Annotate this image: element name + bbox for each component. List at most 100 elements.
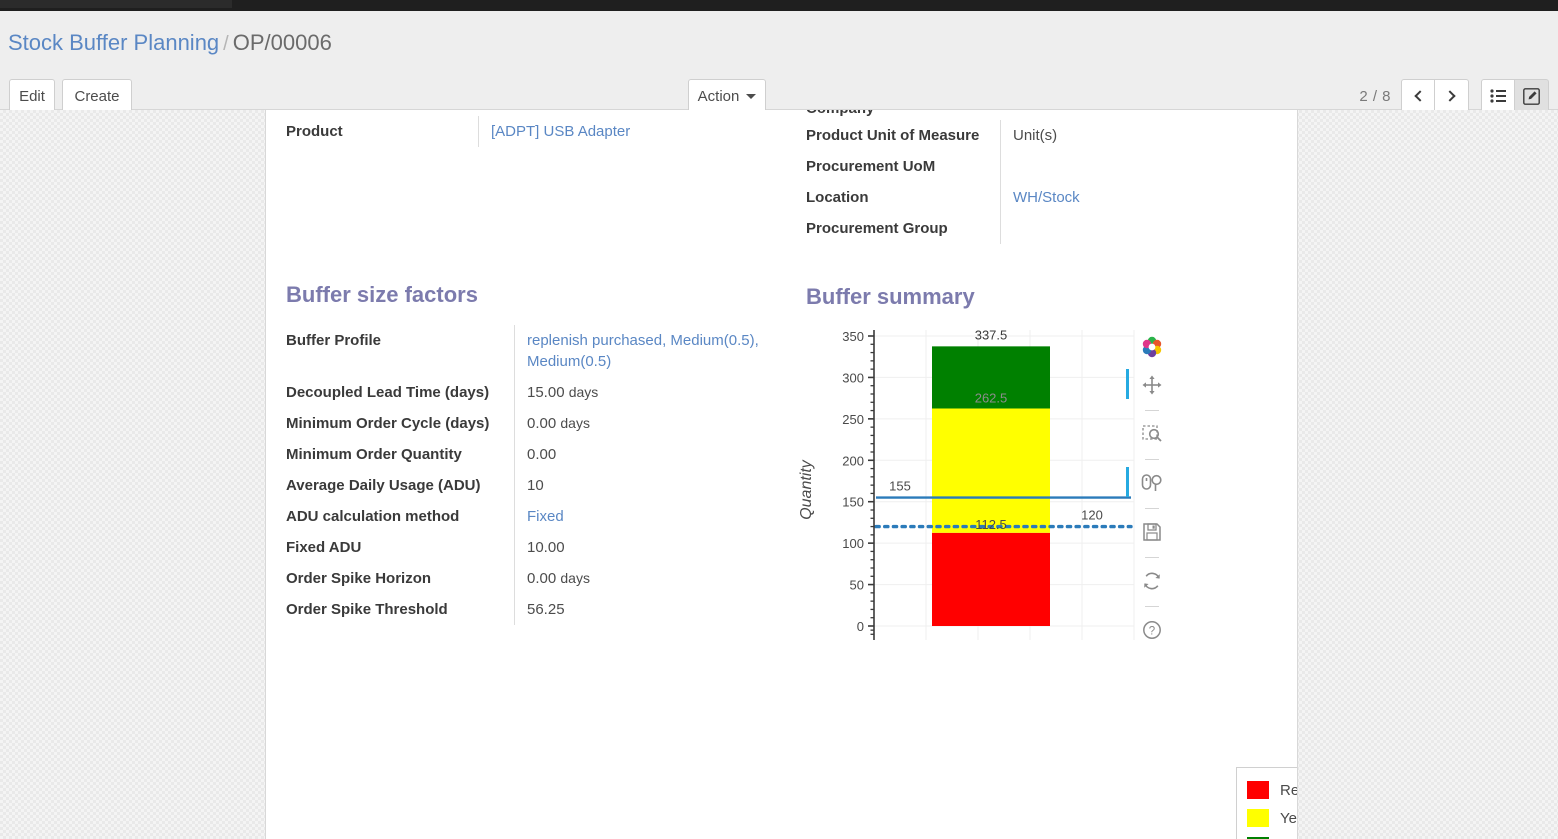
buffer-profile-link[interactable]: replenish purchased, Medium(0.5), Medium… [527,332,759,370]
breadcrumb-current-record: OP/00006 [232,30,332,55]
box-zoom-tool-button[interactable] [1137,419,1167,449]
box-zoom-icon [1142,425,1162,442]
previous-record-button[interactable] [1401,79,1435,113]
form-view-button[interactable] [1515,79,1549,113]
order-spike-horizon-number: 0.00 [527,570,557,587]
decoupled-lead-time-unit: days [568,384,599,400]
svg-text:150: 150 [842,495,864,510]
field-label-decoupled-lead-time: Decoupled Lead Time (days) [286,384,490,401]
pan-icon [1142,375,1162,395]
svg-text:0: 0 [857,619,864,634]
field-label-product: Product [286,123,343,140]
chart-y-axis: 0 50 100 150 200 250 300 350 [842,329,875,640]
pan-tool-active-indicator [1126,369,1129,399]
bokeh-plot-canvas[interactable]: 0 50 100 150 200 250 300 350 337.5 262.5 112.5 155… [804,320,1154,665]
reset-tool-button[interactable] [1137,566,1167,596]
help-tool-button[interactable]: ? [1137,615,1167,645]
decoupled-lead-time-number: 15.00 [527,384,565,401]
save-icon [1143,523,1161,541]
toolbar-separator-4 [1145,557,1159,558]
field-value-decoupled-lead-time: 15.00 days [514,377,796,408]
minimum-order-cycle-number: 0.00 [527,415,557,432]
toolbar-separator-1 [1145,410,1159,411]
field-label-minimum-order-cycle: Minimum Order Cycle (days) [286,415,490,432]
field-label-product-uom: Product Unit of Measure [806,127,980,144]
svg-text:155: 155 [889,479,911,494]
edit-button[interactable]: Edit [9,79,55,113]
list-view-icon [1490,89,1506,103]
field-row-buffer-profile: Buffer Profile replenish purchased, Medi… [286,325,796,377]
field-row-average-daily-usage: Average Daily Usage (ADU) 10 [286,470,796,501]
field-label-average-daily-usage: Average Daily Usage (ADU) [286,477,481,494]
svg-text:262.5: 262.5 [975,391,1008,406]
field-row-decoupled-lead-time: Decoupled Lead Time (days) 15.00 days [286,377,796,408]
toolbar-separator-2 [1145,459,1159,460]
chart-legend: Red zone Yellow zone Green zone Net Flow… [1236,767,1297,839]
chart-stacked-bars [932,346,1050,626]
legend-item-yellow-zone[interactable]: Yellow zone [1247,804,1297,832]
svg-text:50: 50 [850,578,864,593]
field-row-order-spike-threshold: Order Spike Threshold 56.25 [286,594,796,625]
field-value-product-uom: Unit(s) [1000,120,1266,151]
section-heading-buffer-size-factors: Buffer size factors [286,282,478,307]
field-value-minimum-order-cycle: 0.00 days [514,408,796,439]
chart-reference-lines [874,496,1133,529]
field-label-buffer-profile: Buffer Profile [286,332,382,349]
svg-text:100: 100 [842,536,864,551]
field-row-procurement-uom: Procurement UoM [806,151,1266,182]
product-link[interactable]: [ADPT] USB Adapter [491,123,631,140]
svg-text:250: 250 [842,412,864,427]
field-row-order-spike-horizon: Order Spike Horizon 0.00 days [286,563,796,594]
svg-text:300: 300 [842,370,864,385]
legend-item-green-zone[interactable]: Green zone [1247,832,1297,839]
field-label-minimum-order-quantity: Minimum Order Quantity [286,446,462,463]
save-tool-button[interactable] [1137,517,1167,547]
field-label-order-spike-threshold: Order Spike Threshold [286,601,448,618]
legend-label-red-zone: Red zone [1280,781,1297,799]
field-value-average-daily-usage: 10 [514,470,796,501]
svg-text:350: 350 [842,329,864,344]
field-row-product: Product [ADPT] USB Adapter [286,116,806,147]
svg-text:?: ? [1149,626,1155,638]
breadcrumb: Stock Buffer Planning / OP/00006 [8,29,332,58]
field-label-procurement-uom: Procurement UoM [806,158,936,175]
legend-label-green-zone: Green zone [1280,838,1297,839]
pager-count: 2 / 8 [1359,87,1391,105]
pan-tool-button[interactable] [1126,369,1167,400]
create-button[interactable]: Create [62,79,132,113]
field-group-uom: Company Product Unit of Measure Unit(s) … [806,110,1266,244]
navbar-brand-area [0,0,232,8]
svg-text:337.5: 337.5 [975,327,1008,342]
list-view-button[interactable] [1481,79,1515,113]
legend-swatch-yellow-zone [1247,809,1269,827]
svg-text:112.5: 112.5 [975,517,1007,532]
buffer-summary-chart: Quantity 0 50 100 150 200 250 300 350 337.5 262.… [798,320,1297,839]
pager: 2 / 8 [1359,79,1549,113]
field-value-fixed-adu: 10.00 [514,532,796,563]
toolbar-separator-3 [1145,508,1159,509]
field-group-product: Product [ADPT] USB Adapter [286,116,806,147]
chevron-down-icon [746,93,757,99]
breadcrumb-root-link[interactable]: Stock Buffer Planning [8,30,220,55]
field-label-adu-calculation-method: ADU calculation method [286,508,460,525]
field-label-procurement-group: Procurement Group [806,220,948,237]
next-record-button[interactable] [1435,79,1469,113]
adu-calculation-method-link[interactable]: Fixed [527,508,564,525]
legend-swatch-red-zone [1247,781,1269,799]
field-row-fixed-adu: Fixed ADU 10.00 [286,532,796,563]
action-dropdown-button[interactable]: Action [688,79,766,113]
field-row-procurement-group: Procurement Group [806,213,1266,244]
view-switcher-group [1481,79,1549,113]
legend-item-red-zone[interactable]: Red zone [1247,776,1297,804]
field-value-minimum-order-quantity: 0.00 [514,439,796,470]
legend-swatch-green-zone [1247,837,1269,839]
top-navbar [0,0,1558,11]
order-spike-horizon-unit: days [560,570,590,586]
location-link[interactable]: WH/Stock [1013,189,1080,206]
field-row-minimum-order-cycle: Minimum Order Cycle (days) 0.00 days [286,408,796,439]
wheel-zoom-tool-button[interactable] [1126,467,1167,498]
field-row-product-uom: Product Unit of Measure Unit(s) [806,120,1266,151]
field-value-procurement-uom [1000,151,1266,182]
minimum-order-cycle-unit: days [560,415,590,431]
chevron-left-icon [1413,90,1426,102]
